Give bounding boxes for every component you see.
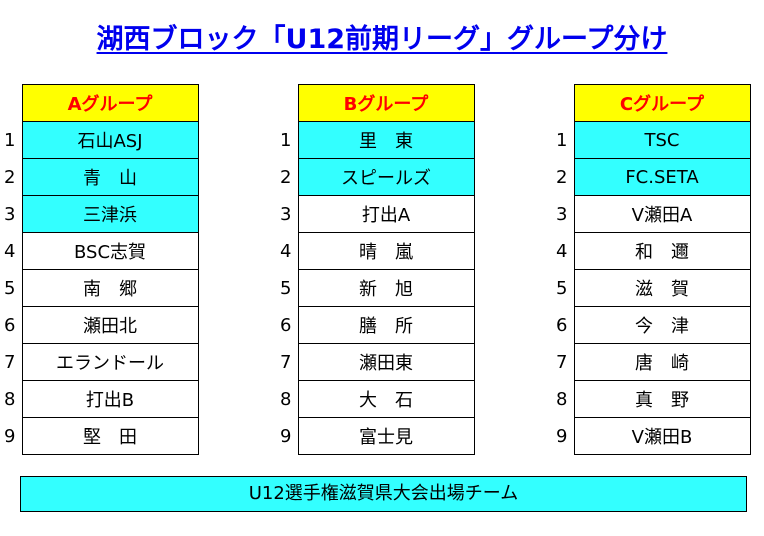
team-name: 滋 賀: [573, 269, 751, 307]
team-number: 7: [276, 343, 299, 381]
team-number: 1: [552, 121, 575, 159]
header-spacer: [276, 84, 299, 122]
team-number: 2: [552, 158, 575, 196]
team-name: BSC志賀: [21, 232, 199, 270]
team-row: 3 V瀬田A: [552, 195, 751, 233]
team-row: 8 打出B: [0, 380, 199, 418]
team-name: 瀬田北: [21, 306, 199, 344]
team-name: 打出A: [297, 195, 475, 233]
team-name: V瀬田A: [573, 195, 751, 233]
team-name: V瀬田B: [573, 417, 751, 455]
group-header-row: Bグループ: [276, 84, 475, 122]
team-number: 5: [276, 269, 299, 307]
team-name: エランドール: [21, 343, 199, 381]
team-row: 1 石山ASJ: [0, 121, 199, 159]
team-row: 2 スピールズ: [276, 158, 475, 196]
team-name: 瀬田東: [297, 343, 475, 381]
team-row: 9 富士見: [276, 417, 475, 455]
page-title: 湖西ブロック「U12前期リーグ」グループ分け: [0, 22, 764, 58]
team-name: 大 石: [297, 380, 475, 418]
team-row: 3 打出A: [276, 195, 475, 233]
team-name: 里 東: [297, 121, 475, 159]
team-name: 今 津: [573, 306, 751, 344]
group-header: Aグループ: [21, 84, 199, 122]
team-number: 3: [552, 195, 575, 233]
team-number: 8: [276, 380, 299, 418]
team-number: 6: [552, 306, 575, 344]
team-name: 新 旭: [297, 269, 475, 307]
team-row: 6 瀬田北: [0, 306, 199, 344]
team-number: 3: [0, 195, 23, 233]
legend-qualified-teams: U12選手権滋賀県大会出場チーム: [20, 476, 747, 512]
team-row: 9 V瀬田B: [552, 417, 751, 455]
team-name: 真 野: [573, 380, 751, 418]
page-title-text: 湖西ブロック「U12前期リーグ」グループ分け: [96, 24, 668, 55]
team-name: FC.SETA: [573, 158, 751, 196]
team-number: 8: [552, 380, 575, 418]
group-table: Aグループ 1 石山ASJ 2 青 山 3 三津浜 4 BSC志賀 5 南 郷 6 瀬田北 7 エランドール…: [0, 84, 199, 455]
team-row: 7 エランドール: [0, 343, 199, 381]
team-number: 6: [276, 306, 299, 344]
team-name: スピールズ: [297, 158, 475, 196]
team-name: 膳 所: [297, 306, 475, 344]
team-row: 4 BSC志賀: [0, 232, 199, 270]
group-header: Bグループ: [297, 84, 475, 122]
team-number: 7: [0, 343, 23, 381]
header-spacer: [0, 84, 23, 122]
team-name: TSC: [573, 121, 751, 159]
team-number: 2: [276, 158, 299, 196]
team-number: 3: [276, 195, 299, 233]
team-name: 晴 嵐: [297, 232, 475, 270]
team-number: 4: [0, 232, 23, 270]
team-number: 9: [0, 417, 23, 455]
team-number: 9: [276, 417, 299, 455]
team-name: 堅 田: [21, 417, 199, 455]
team-number: 4: [276, 232, 299, 270]
team-number: 6: [0, 306, 23, 344]
team-name: 唐 崎: [573, 343, 751, 381]
team-row: 1 TSC: [552, 121, 751, 159]
header-spacer: [552, 84, 575, 122]
group-header: Cグループ: [573, 84, 751, 122]
team-number: 8: [0, 380, 23, 418]
team-number: 1: [276, 121, 299, 159]
team-number: 4: [552, 232, 575, 270]
team-name: 和 邇: [573, 232, 751, 270]
team-number: 5: [0, 269, 23, 307]
team-name: 三津浜: [21, 195, 199, 233]
team-row: 3 三津浜: [0, 195, 199, 233]
team-number: 1: [0, 121, 23, 159]
team-name: 青 山: [21, 158, 199, 196]
group-header-row: Cグループ: [552, 84, 751, 122]
team-name: 富士見: [297, 417, 475, 455]
group-a: Aグループ 1 石山ASJ 2 青 山 3 三津浜 4 BSC志賀 5 南 郷 6 瀬田北 7 エランドール…: [0, 84, 199, 455]
team-name: 南 郷: [21, 269, 199, 307]
team-row: 7 瀬田東: [276, 343, 475, 381]
team-row: 2 FC.SETA: [552, 158, 751, 196]
group-header-row: Aグループ: [0, 84, 199, 122]
team-number: 2: [0, 158, 23, 196]
team-name: 石山ASJ: [21, 121, 199, 159]
team-number: 7: [552, 343, 575, 381]
team-number: 9: [552, 417, 575, 455]
team-number: 5: [552, 269, 575, 307]
team-name: 打出B: [21, 380, 199, 418]
